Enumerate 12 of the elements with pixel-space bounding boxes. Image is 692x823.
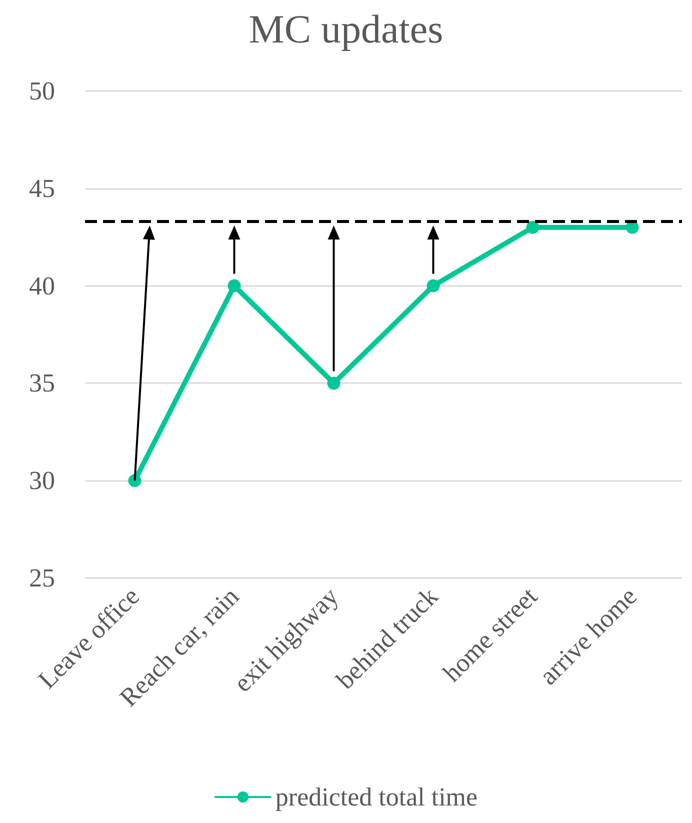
y-tick-label: 50 xyxy=(29,76,55,106)
point xyxy=(327,376,340,390)
point xyxy=(426,279,440,292)
chart-title: MC updates xyxy=(248,6,444,52)
y-tick-label: 45 xyxy=(29,174,55,203)
y-tick-label: 30 xyxy=(29,466,55,496)
y-tick-label: 40 xyxy=(29,271,55,300)
y-tick-label: 25 xyxy=(29,564,55,592)
y-tick-label: 35 xyxy=(29,368,55,398)
point xyxy=(526,220,540,234)
legend-label: predicted total time xyxy=(275,782,478,812)
point xyxy=(228,279,241,292)
